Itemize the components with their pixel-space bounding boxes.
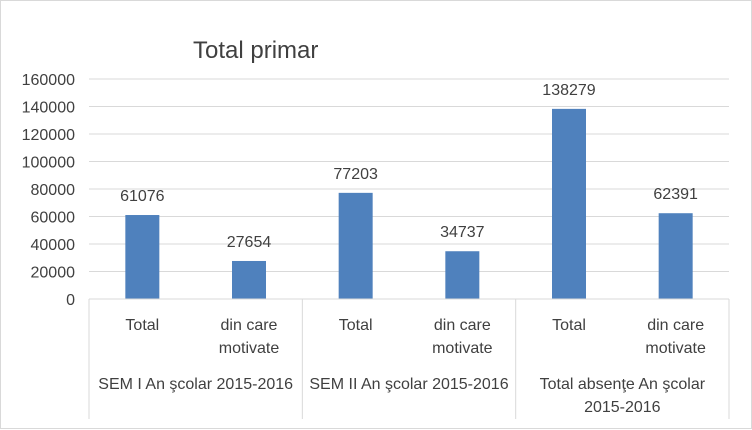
x-axis: Total din care motivate Total din care motiva… bbox=[88, 298, 730, 419]
y-tick-label: 20000 bbox=[31, 265, 76, 282]
x-category-label: Total bbox=[125, 317, 159, 334]
bar bbox=[232, 260, 266, 299]
chart-title: Total primar bbox=[193, 37, 318, 64]
y-tick-label: 40000 bbox=[31, 237, 76, 254]
data-labels: 61076 27654 77203 34737 138279 62391 bbox=[120, 82, 698, 251]
bar bbox=[658, 213, 693, 299]
x-category-label: Total bbox=[339, 317, 373, 334]
data-label: 62391 bbox=[653, 186, 698, 203]
x-category-label: motivate bbox=[219, 340, 280, 357]
data-label: 138279 bbox=[542, 82, 595, 99]
data-label: 77203 bbox=[333, 166, 378, 183]
x-category-label: Total bbox=[552, 317, 586, 334]
bar bbox=[125, 215, 160, 299]
y-tick-label: 60000 bbox=[31, 210, 76, 227]
x-category-label: motivate bbox=[645, 340, 706, 357]
y-axis-ticks: 0 20000 40000 60000 80000 100000 120000 140000 1… bbox=[22, 72, 75, 309]
x-group-label: Total absenţe An şcolar bbox=[540, 376, 706, 393]
bar bbox=[338, 192, 373, 299]
bars bbox=[125, 108, 693, 299]
x-category-label: din care bbox=[434, 317, 491, 334]
bar bbox=[552, 108, 586, 299]
data-label: 27654 bbox=[227, 234, 272, 251]
x-category-label: din care bbox=[647, 317, 704, 334]
x-category-label: din care bbox=[221, 317, 278, 334]
x-group-label: SEM II An şcolar 2015-2016 bbox=[309, 376, 508, 393]
gridlines bbox=[89, 78, 729, 272]
y-tick-label: 160000 bbox=[22, 72, 75, 89]
bar bbox=[445, 251, 480, 299]
y-tick-label: 0 bbox=[66, 292, 75, 309]
x-group-label: 2015-2016 bbox=[584, 399, 661, 416]
x-group-label: SEM I An şcolar 2015-2016 bbox=[98, 376, 293, 393]
y-tick-label: 140000 bbox=[22, 100, 75, 117]
data-label: 34737 bbox=[440, 224, 485, 241]
y-tick-label: 100000 bbox=[22, 155, 75, 172]
y-tick-label: 80000 bbox=[31, 182, 76, 199]
y-tick-label: 120000 bbox=[22, 127, 75, 144]
data-label: 61076 bbox=[120, 188, 165, 205]
x-category-label: motivate bbox=[432, 340, 493, 357]
